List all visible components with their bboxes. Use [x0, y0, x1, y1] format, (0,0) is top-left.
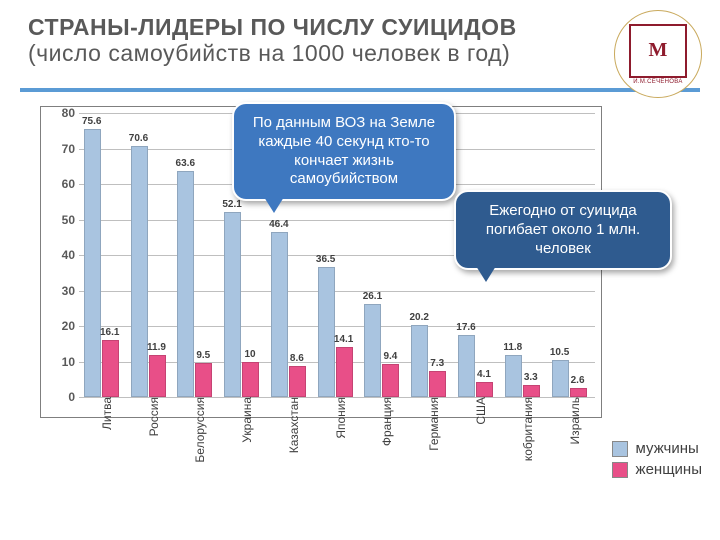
institution-logo: М И.М.СЕЧЕНОВА	[614, 10, 702, 98]
bar-male	[131, 146, 148, 397]
bar-female	[242, 362, 259, 398]
category-label: Германия	[427, 397, 441, 451]
category-label: Япония	[334, 397, 348, 439]
bar-female	[195, 363, 212, 397]
bar-value: 14.1	[324, 334, 364, 345]
bar-value: 16.1	[90, 327, 130, 338]
bar-value: 7.3	[417, 358, 457, 369]
bar-value: 4.1	[464, 369, 504, 380]
title-line2: (число самоубийств на 1000 человек в год…	[28, 40, 510, 66]
category-label: США	[474, 397, 488, 425]
callout-box: По данным ВОЗ на Земле каждые 40 секунд …	[232, 102, 456, 201]
bar-female	[476, 382, 493, 397]
accent-line	[20, 88, 700, 92]
bar-value: 11.8	[493, 342, 533, 353]
logo-caption: И.М.СЕЧЕНОВА	[633, 79, 682, 85]
y-axis-label: 0	[47, 390, 75, 404]
bar-male	[271, 232, 288, 397]
bar-male	[458, 335, 475, 397]
category-label: Казахстан	[287, 397, 301, 453]
bar-value: 11.9	[137, 342, 177, 353]
y-axis-label: 30	[47, 284, 75, 298]
bar-female	[523, 385, 540, 397]
bar-value: 26.1	[352, 291, 392, 302]
bar-female	[149, 355, 166, 397]
y-axis-label: 70	[47, 142, 75, 156]
bar-value: 75.6	[72, 116, 112, 127]
logo-mark: М	[629, 24, 687, 78]
category-label: Франция	[380, 397, 394, 446]
bar-female	[570, 388, 587, 397]
bar-value: 8.6	[277, 353, 317, 364]
chart-legend: мужчины женщины	[612, 436, 702, 482]
slide-title: СТРАНЫ-ЛИДЕРЫ ПО ЧИСЛУ СУИЦИДОВ (число с…	[28, 14, 590, 67]
bar-value: 9.4	[370, 351, 410, 362]
bar-male	[177, 171, 194, 397]
bar-female	[429, 371, 446, 397]
y-axis-label: 10	[47, 355, 75, 369]
bar-male	[84, 129, 101, 397]
bar-value: 63.6	[165, 158, 205, 169]
category-label: Израиль	[568, 397, 582, 444]
bar-value: 9.5	[183, 350, 223, 361]
bar-male	[318, 267, 335, 397]
bar-female	[382, 364, 399, 397]
category-label: Украина	[240, 397, 254, 443]
category-label: кобритания	[521, 397, 535, 461]
category-label: Россия	[147, 397, 161, 436]
category-label: Литва	[100, 397, 114, 430]
y-axis-label: 40	[47, 248, 75, 262]
bar-value: 10.5	[540, 347, 580, 358]
bar-value: 2.6	[558, 375, 598, 386]
bar-value: 10	[230, 349, 270, 360]
bar-value: 17.6	[446, 322, 486, 333]
bar-value: 3.3	[511, 372, 551, 383]
bar-value: 70.6	[119, 133, 159, 144]
y-axis-label: 60	[47, 177, 75, 191]
y-axis-label: 20	[47, 319, 75, 333]
bar-value: 46.4	[259, 219, 299, 230]
callout-box: Ежегодно от суицида погибает около 1 млн…	[454, 190, 672, 270]
bar-value: 20.2	[399, 312, 439, 323]
bar-female	[102, 340, 119, 397]
legend-item-m: мужчины	[612, 440, 702, 457]
title-line1: СТРАНЫ-ЛИДЕРЫ ПО ЧИСЛУ СУИЦИДОВ	[28, 14, 517, 40]
y-axis-label: 50	[47, 213, 75, 227]
legend-item-f: женщины	[612, 461, 702, 478]
category-label: Белоруссия	[193, 397, 207, 463]
bar-female	[289, 366, 306, 397]
bar-female	[336, 347, 353, 397]
bar-male	[224, 212, 241, 397]
bar-value: 36.5	[306, 254, 346, 265]
